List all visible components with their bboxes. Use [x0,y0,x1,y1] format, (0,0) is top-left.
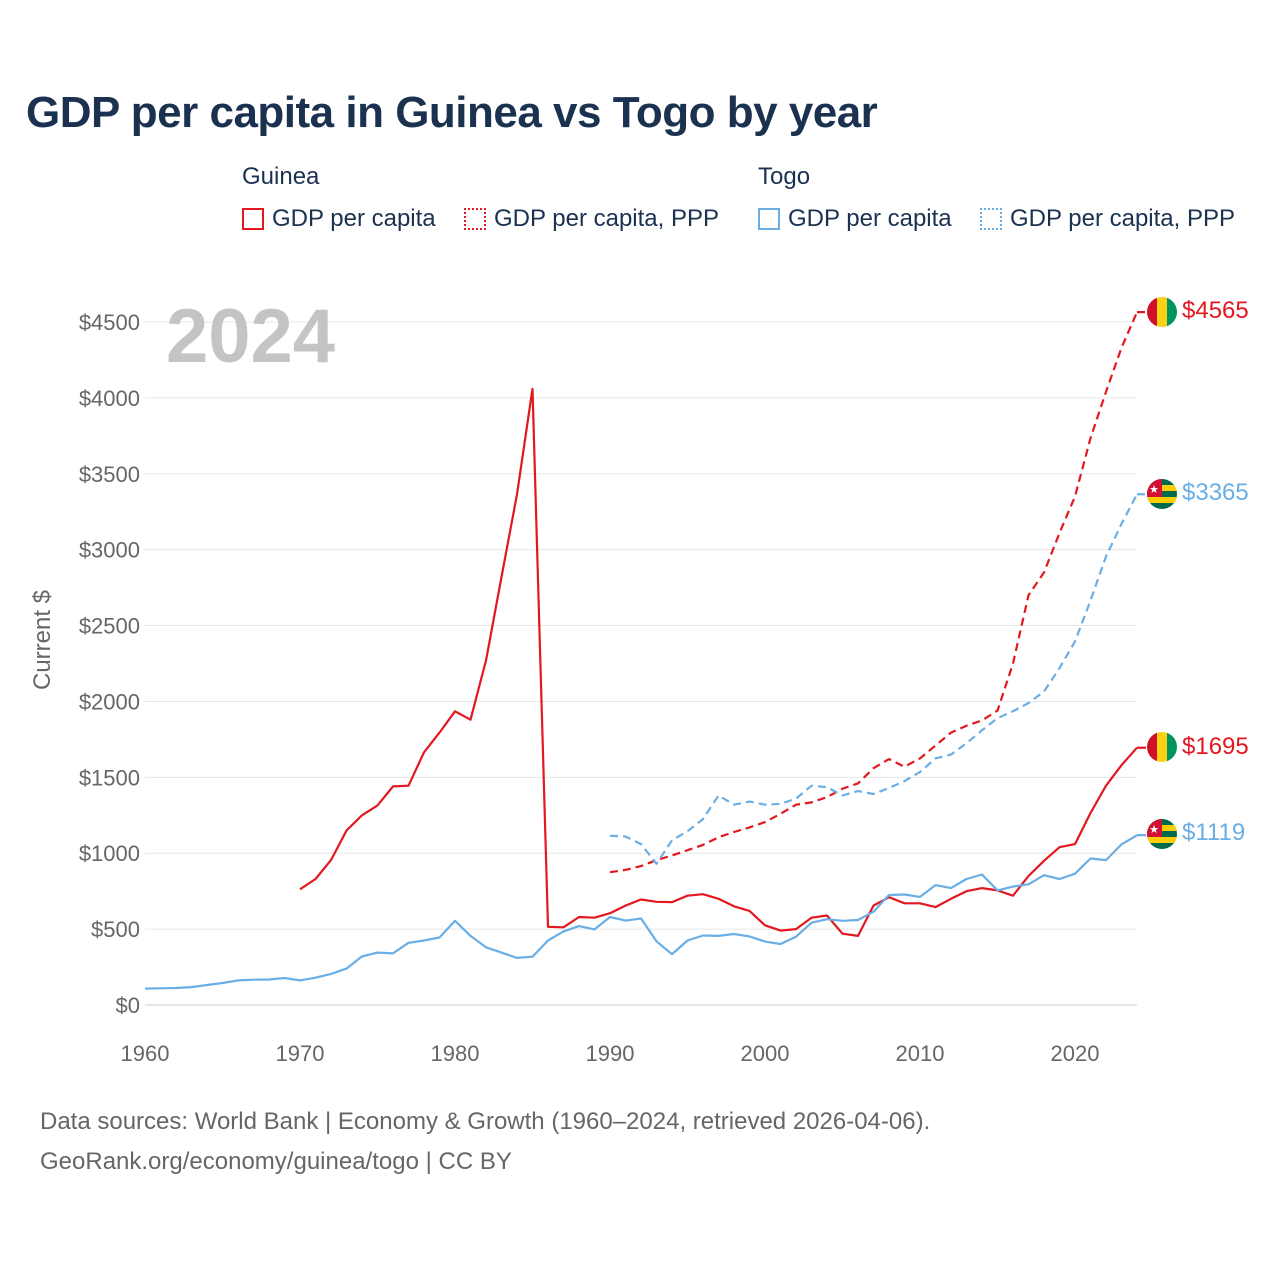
y-tick-label: $2500 [79,614,140,639]
legend-swatch-dotted-blue [980,208,1002,230]
y-tick-label: $3500 [79,462,140,487]
x-tick-label: 1990 [586,1041,635,1066]
y-tick-label: $500 [91,917,140,942]
legend-label: GDP per capita, PPP [1010,205,1235,232]
series-line[interactable] [609,493,1138,865]
series-line[interactable] [144,834,1138,990]
series-end-label: $1695 [1182,733,1249,760]
x-tick-label: 2010 [896,1041,945,1066]
legend-swatch-dotted-red [464,208,486,230]
footer-attribution[interactable]: GeoRank.org/economy/guinea/togo | CC BY [40,1148,512,1175]
svg-text:★: ★ [1149,824,1159,836]
x-tick-label: 1970 [276,1041,325,1066]
y-tick-label: $2000 [79,689,140,714]
legend-item-guinea-gdp[interactable]: GDP per capita [242,205,436,233]
legend-group-guinea: Guinea [242,163,320,190]
togo-flag-icon: ★ [1147,819,1177,849]
y-tick-label: $4500 [79,310,140,335]
y-tick-label: $4000 [79,386,140,411]
legend-item-togo-gdp[interactable]: GDP per capita [758,205,952,233]
y-tick-label: $1000 [79,841,140,866]
legend-label: GDP per capita, PPP [494,205,719,232]
svg-text:★: ★ [1149,484,1159,496]
series-end-label: $4565 [1182,297,1249,324]
legend-label: GDP per capita [272,205,436,232]
legend-group-togo: Togo [758,163,811,190]
x-tick-label: 2000 [741,1041,790,1066]
guinea-flag-icon [1147,732,1177,762]
footer-sources: Data sources: World Bank | Economy & Gro… [40,1108,931,1135]
legend-item-togo-gdp-ppp[interactable]: GDP per capita, PPP [980,205,1235,233]
series-end-label: $3365 [1182,479,1249,506]
legend-label: GDP per capita [788,205,952,232]
legend-item-guinea-gdp-ppp[interactable]: GDP per capita, PPP [464,205,719,233]
y-axis-label: Current $ [29,590,56,690]
series-end-label: $1119 [1182,819,1245,846]
y-tick-label: $0 [116,993,140,1018]
series-line[interactable] [609,311,1139,874]
chart-title: GDP per capita in Guinea vs Togo by year [26,88,878,137]
togo-flag-icon: ★ [1147,479,1177,509]
series [144,311,1146,990]
x-tick-label: 1980 [431,1041,480,1066]
end-labels: $1695 $4565 $1119 $3365 [1182,297,1249,846]
legend-swatch-solid-red [242,208,264,230]
grid [145,321,1137,1006]
x-tick-label: 2020 [1051,1041,1100,1066]
axes: $0 $500 $1000 $1500 $2000 $2500 $3000 $3500 $400… [79,310,1100,1066]
legend-swatch-solid-blue [758,208,780,230]
year-watermark: 2024 [166,294,335,379]
series-line[interactable] [299,387,1138,938]
guinea-flag-icon [1147,297,1177,327]
y-tick-label: $1500 [79,765,140,790]
y-tick-label: $3000 [79,538,140,563]
x-tick-label: 1960 [121,1041,170,1066]
